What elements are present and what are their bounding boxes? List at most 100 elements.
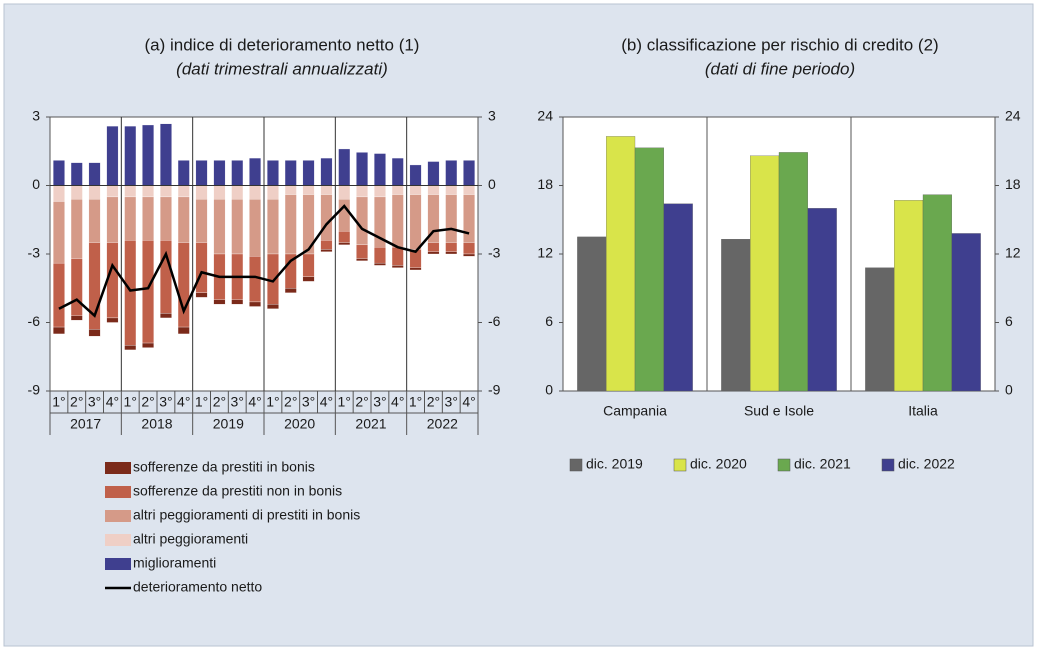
y-tick-label: 3 xyxy=(32,108,40,124)
bar-segment xyxy=(195,199,208,243)
bar-segment xyxy=(106,317,119,323)
bar-segment xyxy=(195,242,208,293)
bar-segment xyxy=(409,267,422,271)
bar-segment xyxy=(195,185,208,200)
bar-segment xyxy=(391,194,404,248)
x-tick-label: 1° xyxy=(409,394,422,410)
y-tick-label: 12 xyxy=(537,245,553,261)
bar xyxy=(750,155,780,392)
bar-segment xyxy=(53,262,65,328)
legend-swatch xyxy=(105,462,131,474)
x-tick-label: 3° xyxy=(445,394,458,410)
y2-tick-label: 18 xyxy=(1005,176,1021,192)
bar-segment xyxy=(106,125,119,186)
bar-segment xyxy=(445,242,458,252)
chart-title: (b) classificazione per rischio di credi… xyxy=(621,35,938,54)
bar-segment xyxy=(463,253,475,257)
bar-segment xyxy=(88,185,101,200)
bar-segment xyxy=(160,123,172,186)
bar-segment xyxy=(124,240,137,346)
y-tick-label: 18 xyxy=(537,176,553,192)
bar-segment xyxy=(320,194,333,241)
bar-segment xyxy=(320,185,333,195)
bar-segment xyxy=(356,196,368,246)
x-tick-label: Italia xyxy=(908,403,938,419)
bar-segment xyxy=(249,185,261,200)
legend-label: sofferenze da prestiti in bonis xyxy=(133,459,315,475)
bar-segment xyxy=(267,185,279,200)
x-tick-label: Sud e Isole xyxy=(744,403,814,419)
bar-segment xyxy=(338,242,351,246)
x-tick-label: 4° xyxy=(391,394,404,410)
bar xyxy=(577,236,607,392)
y-tick-label: 24 xyxy=(537,108,553,124)
bar-segment xyxy=(124,345,137,351)
bar-segment xyxy=(53,326,65,335)
bar-segment xyxy=(124,185,137,198)
bar-segment xyxy=(213,299,226,305)
bar-segment xyxy=(231,299,244,305)
bar-segment xyxy=(427,242,440,252)
y-tick-label: 6 xyxy=(545,313,553,329)
y2-tick-label: 0 xyxy=(488,176,496,192)
bar-segment xyxy=(338,199,351,232)
bar-segment xyxy=(267,199,279,255)
bar-segment xyxy=(177,326,190,335)
bar-segment xyxy=(445,160,458,186)
x-tick-label: 3° xyxy=(159,394,172,410)
bar-segment xyxy=(88,162,101,186)
bar xyxy=(951,233,981,392)
y-tick-label: 0 xyxy=(545,382,553,398)
bar-segment xyxy=(409,185,422,195)
bar-segment xyxy=(106,185,119,198)
x-tick-label: 1° xyxy=(124,394,137,410)
y-tick-label: -9 xyxy=(28,382,41,398)
bar-segment xyxy=(463,160,475,186)
bar-segment xyxy=(267,160,279,186)
bar xyxy=(807,208,837,392)
bar-segment xyxy=(53,160,65,186)
bar xyxy=(721,239,751,392)
legend-label: dic. 2021 xyxy=(794,456,851,472)
group-label: 2017 xyxy=(70,416,101,432)
bar-segment xyxy=(284,160,297,186)
bar-segment xyxy=(284,194,297,255)
legend-label: dic. 2022 xyxy=(898,456,955,472)
legend-label: deterioramento netto xyxy=(133,579,262,595)
x-tick-label: 4° xyxy=(320,394,333,410)
x-tick-label: 2° xyxy=(213,394,226,410)
bar xyxy=(663,203,693,392)
bar-segment xyxy=(356,185,368,198)
bar-segment xyxy=(267,304,279,309)
x-tick-label: 3° xyxy=(231,394,244,410)
y2-tick-label: 6 xyxy=(1005,313,1013,329)
bar-segment xyxy=(213,160,226,186)
bar-segment xyxy=(177,185,190,198)
bar-segment xyxy=(70,315,83,321)
bar-segment xyxy=(106,196,119,243)
x-tick-label: 2° xyxy=(141,394,154,410)
x-tick-label: 1° xyxy=(338,394,351,410)
bar-segment xyxy=(160,313,172,319)
bar-segment xyxy=(427,251,440,255)
bar-segment xyxy=(53,201,65,264)
x-tick-label: 2° xyxy=(427,394,440,410)
bar-segment xyxy=(391,185,404,195)
bar-segment xyxy=(391,246,404,266)
bar-segment xyxy=(70,162,83,186)
bar-segment xyxy=(177,196,190,243)
legend-label: altri peggioramenti xyxy=(133,531,248,547)
x-tick-label: 1° xyxy=(195,394,208,410)
bar-segment xyxy=(160,196,172,241)
bar-segment xyxy=(284,288,297,293)
group-label: 2021 xyxy=(355,416,386,432)
bar-segment xyxy=(374,246,386,264)
bar-segment xyxy=(195,160,208,186)
bar-segment xyxy=(374,153,386,186)
legend-swatch xyxy=(105,558,131,570)
y2-tick-label: 12 xyxy=(1005,245,1021,261)
bar-segment xyxy=(302,253,315,277)
bar-segment xyxy=(391,157,404,186)
x-tick-label: 4° xyxy=(248,394,261,410)
bar-segment xyxy=(142,196,154,241)
